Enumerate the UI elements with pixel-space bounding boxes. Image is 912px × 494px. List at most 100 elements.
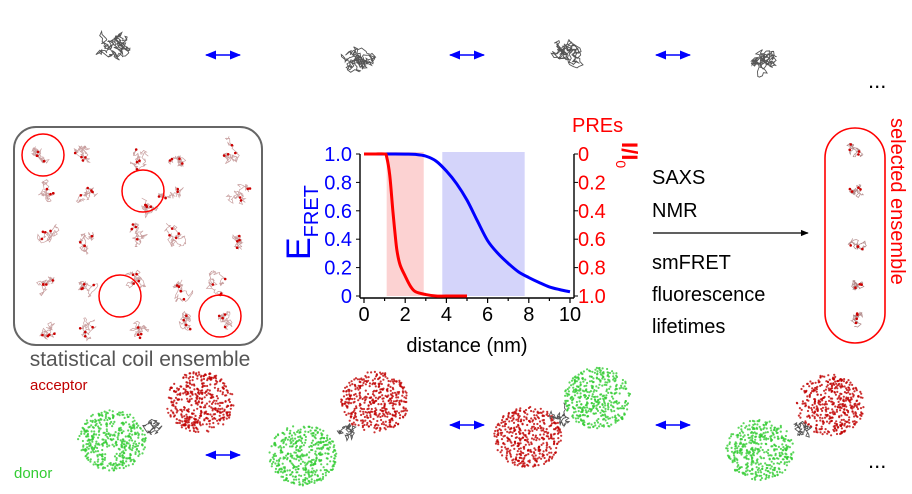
x-tick-label: 6 (482, 304, 493, 326)
label-site-dot (164, 196, 167, 200)
acceptor-cloud (166, 371, 235, 433)
distance-band (442, 152, 525, 296)
pre-curve (363, 152, 467, 298)
label-site-dot (178, 157, 181, 160)
label-site-dot (80, 287, 83, 291)
label-site-dot (179, 289, 183, 293)
chain-conformer (73, 145, 91, 163)
ellipsis-top: ... (868, 68, 886, 93)
label-site-dot (185, 314, 188, 318)
chain-conformer (750, 49, 777, 78)
label-site-dot (45, 283, 48, 286)
label-site-dot (168, 234, 171, 237)
label-site-dot (73, 151, 77, 155)
label-site-dot (854, 286, 857, 290)
chain-conformer (178, 310, 192, 331)
right-tick-label: 0.4 (578, 201, 606, 223)
right-tick-label: 0.2 (578, 172, 606, 194)
method-fluorescence: fluorescence (652, 284, 765, 306)
selected-chains (846, 142, 867, 328)
chain-conformer (129, 149, 149, 172)
label-site-dot (855, 312, 859, 315)
label-site-dot (235, 246, 239, 249)
label-site-dot (83, 244, 86, 248)
label-site-dot (137, 279, 140, 283)
label-site-dot (42, 283, 45, 286)
label-site-dot (188, 327, 192, 331)
x-tick-label: 4 (441, 304, 452, 326)
label-site-dot (849, 143, 852, 146)
label-site-dot (138, 159, 141, 162)
label-site-dot (234, 151, 237, 155)
pre-title: PREs (572, 115, 623, 137)
label-site-dot (226, 153, 230, 156)
donor-cloud (77, 409, 147, 472)
top-conformation-row (95, 29, 777, 78)
label-site-dot (136, 326, 140, 329)
selected-ensemble-label: selected ensemble (886, 118, 908, 285)
label-site-dot (181, 162, 184, 165)
label-site-dot (223, 325, 227, 329)
label-site-dot (84, 156, 87, 159)
chain-conformer (129, 320, 150, 338)
chain-conformer (850, 311, 863, 328)
label-site-dot (40, 237, 44, 241)
left-tick-label: 0.8 (324, 172, 352, 194)
acceptor-cloud (340, 370, 409, 434)
label-site-dot (174, 236, 178, 240)
highlight-circle (21, 133, 65, 177)
x-axis-label: distance (nm) (406, 335, 527, 357)
exchange-arrows (204, 50, 692, 460)
left-tick-label: 0 (341, 286, 352, 308)
right-tick-label: 0 (578, 144, 589, 166)
label-site-dot (49, 229, 52, 233)
label-site-dot (145, 204, 148, 207)
label-site-dot (246, 187, 250, 191)
right-tick-label: 0.6 (578, 229, 606, 251)
label-site-dot (239, 199, 243, 202)
statistical-ensemble-label: statistical coil ensemble (30, 348, 251, 371)
label-site-dot (42, 159, 46, 163)
left-tick-label: 0.4 (324, 229, 352, 251)
label-site-dot (222, 154, 226, 157)
label-site-dot (136, 333, 140, 337)
donor-cloud (268, 425, 338, 487)
highlight-circle (98, 274, 142, 318)
donor-label: donor (14, 465, 52, 482)
label-site-dot (91, 325, 94, 329)
right-tick-label: 1.0 (578, 286, 606, 308)
label-site-dot (856, 245, 860, 248)
method-saxs: SAXS (652, 167, 705, 189)
statistical-ensemble-frame (13, 126, 263, 346)
label-site-dot (139, 332, 143, 336)
acceptor-label: acceptor (30, 377, 88, 394)
chain-conformer (549, 402, 571, 428)
label-site-dot (83, 335, 87, 338)
label-site-dot (132, 282, 135, 285)
chain-conformer (31, 146, 50, 164)
chain-conformer (158, 186, 184, 199)
label-site-dot (53, 332, 56, 336)
label-site-dot (170, 227, 174, 230)
label-site-dot (182, 297, 186, 301)
label-site-dot (49, 192, 52, 196)
acceptor-cloud (493, 405, 563, 468)
x-tick-label: 0 (358, 304, 369, 326)
i0-subscript: 0 (613, 160, 629, 168)
chain-conformer (95, 29, 131, 61)
label-site-dot (79, 194, 83, 197)
right-axis-label: I/I0 (613, 142, 642, 168)
chain-conformer (218, 311, 233, 330)
label-site-dot (135, 160, 139, 164)
label-site-dot (857, 153, 860, 156)
left-tick-label: 0.2 (324, 258, 352, 280)
label-site-dot (848, 148, 851, 152)
label-site-dot (52, 192, 55, 195)
label-site-dot (138, 336, 142, 340)
label-site-dot (221, 316, 224, 320)
label-site-dot (182, 318, 185, 322)
donor-cloud (564, 366, 632, 430)
label-site-dot (238, 238, 241, 242)
distance-chart: 0 2 4 6 8 10 0 0.2 0.4 0.6 0.8 1.0 0 0.2 0.4 0.6 0.8 1.0 d… (280, 115, 642, 357)
chain-conformer (550, 38, 584, 69)
